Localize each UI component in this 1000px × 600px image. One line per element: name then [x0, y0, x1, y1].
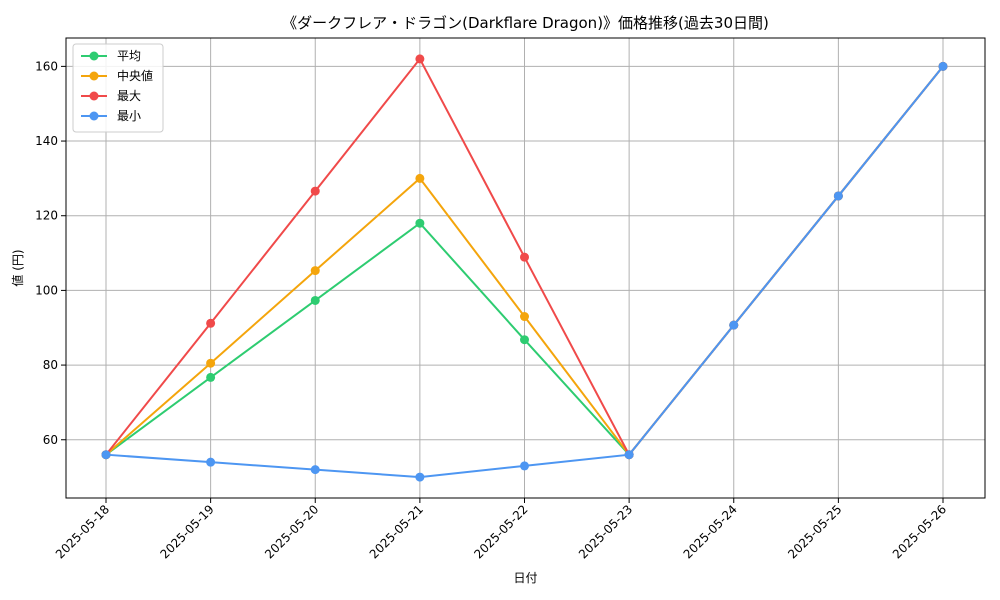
legend-swatch-marker [89, 51, 99, 61]
x-axis-label: 日付 [513, 571, 537, 585]
x-tick-label: 2025-05-25 [785, 502, 844, 561]
grid-lines [66, 38, 985, 498]
series-平均-point [415, 218, 425, 228]
legend-swatch-marker [89, 111, 99, 121]
series-最大-point [206, 318, 216, 328]
y-tick-label: 160 [35, 59, 58, 73]
x-tick-label: 2025-05-20 [262, 502, 321, 561]
legend-label: 中央値 [117, 68, 153, 83]
series-中央値-point [206, 358, 216, 368]
series-最小 [101, 61, 948, 482]
x-tick-label: 2025-05-21 [367, 502, 426, 561]
y-tick-label: 140 [35, 134, 58, 148]
y-axis-label: 値 (円) [10, 249, 25, 286]
series-最小-point [206, 457, 216, 467]
series-最小-point [624, 450, 634, 460]
axes: 2025-05-18 2025-05-19 2025-05-20 2025-05-21… [35, 59, 949, 561]
series-最小-point [310, 465, 320, 475]
legend-swatch-marker [89, 91, 99, 101]
series-最小-point [833, 191, 843, 201]
x-tick-label: 2025-05-23 [576, 502, 635, 561]
x-tick-label: 2025-05-18 [53, 502, 112, 561]
y-tick-label: 60 [43, 433, 58, 447]
legend-swatch-marker [89, 71, 99, 81]
series-平均-point [206, 372, 216, 382]
chart-title: 《ダークフレア・ドラゴン(Darkflare Dragon)》価格推移(過去30… [282, 14, 769, 32]
series-最小-point [101, 450, 111, 460]
y-tick-label: 80 [43, 358, 58, 372]
legend-item: 平均 [81, 49, 141, 63]
x-tick-label: 2025-05-24 [681, 502, 740, 561]
plot-frame [65, 37, 986, 499]
series-中央値-point [310, 266, 320, 276]
x-tick-label: 2025-05-22 [471, 502, 530, 561]
series-最小-point [415, 472, 425, 482]
legend-label: 最小 [117, 109, 141, 123]
series-最大-point [520, 252, 529, 262]
x-tick-label: 2025-05-19 [158, 502, 217, 561]
y-tick-label: 100 [35, 283, 58, 297]
y-tick-label: 120 [35, 209, 58, 223]
series-最小-point [938, 61, 948, 71]
series-最小-point [729, 320, 739, 330]
legend-item: 最大 [81, 89, 141, 103]
series-最大-point [415, 54, 425, 64]
x-tick-label: 2025-05-26 [890, 502, 949, 561]
series-平均-point [310, 295, 320, 305]
legend-box [72, 43, 164, 133]
series-平均-point [520, 335, 529, 345]
series-group [101, 54, 948, 482]
legend-item: 最小 [81, 109, 141, 123]
series-最小-point [520, 461, 529, 471]
series-中央値-point [415, 173, 425, 183]
legend-label: 最大 [117, 89, 141, 103]
series-中央値-point [520, 312, 529, 322]
legend-item: 中央値 [81, 68, 153, 83]
series-最大-point [310, 186, 320, 196]
legend-label: 平均 [117, 49, 141, 63]
